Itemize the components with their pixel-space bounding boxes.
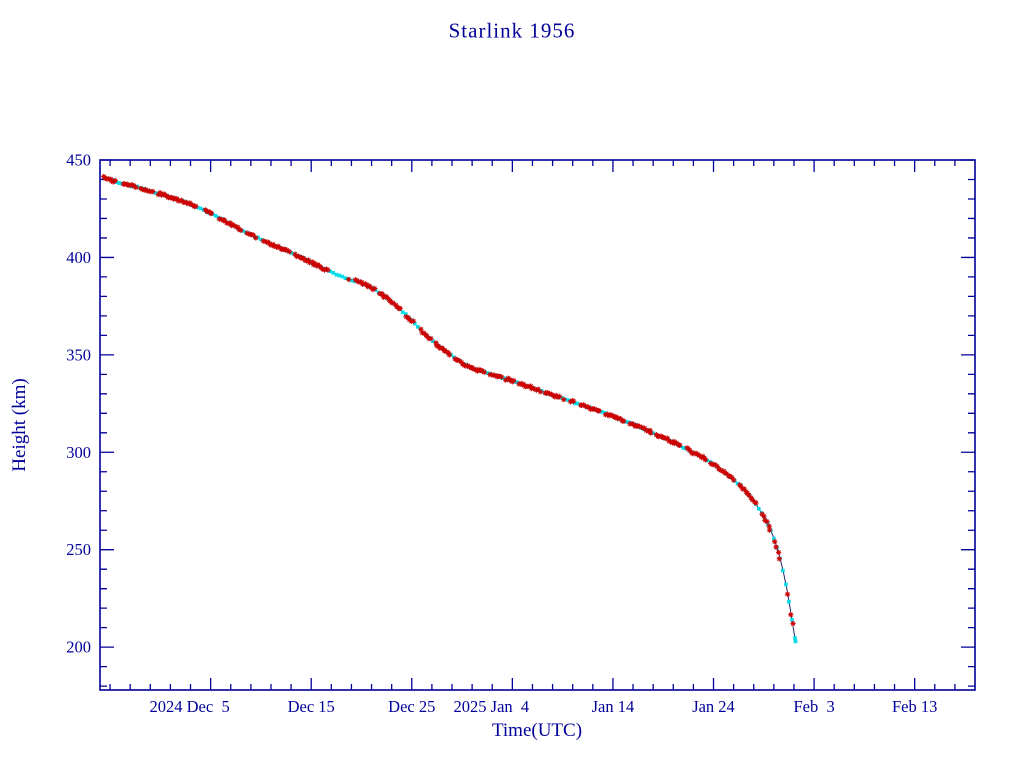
axes bbox=[99, 159, 976, 691]
y-tick-label: 300 bbox=[66, 443, 91, 462]
x-tick-label: 2024 Dec 5 bbox=[150, 697, 230, 716]
y-tick-label: 400 bbox=[66, 248, 91, 267]
chart-title: Starlink 1956 bbox=[448, 18, 576, 43]
y-tick-label: 350 bbox=[66, 345, 91, 364]
y-tick-label: 200 bbox=[66, 638, 91, 657]
x-tick-label: Jan 14 bbox=[592, 697, 635, 716]
x-tick-label: Dec 15 bbox=[288, 697, 335, 716]
plot-border bbox=[99, 159, 976, 691]
observed-height-markers bbox=[101, 173, 796, 627]
x-axis-label: Time(UTC) bbox=[491, 720, 583, 741]
tick-labels: 2024 Dec 5 Dec 15 Dec 25 2025 Jan 4 Jan 14 Ja… bbox=[66, 151, 937, 717]
y-tick-label: 450 bbox=[66, 151, 91, 170]
trend-line bbox=[103, 177, 796, 642]
predicted-height-markers bbox=[102, 175, 798, 644]
x-tick-label: Dec 25 bbox=[388, 697, 435, 716]
x-tick-label: 2025 Jan 4 bbox=[454, 697, 530, 716]
x-tick-label: Jan 24 bbox=[692, 697, 735, 716]
x-tick-label: Feb 13 bbox=[892, 697, 937, 716]
x-tick-label: Feb 3 bbox=[793, 697, 834, 716]
y-tick-label: 250 bbox=[66, 540, 91, 559]
